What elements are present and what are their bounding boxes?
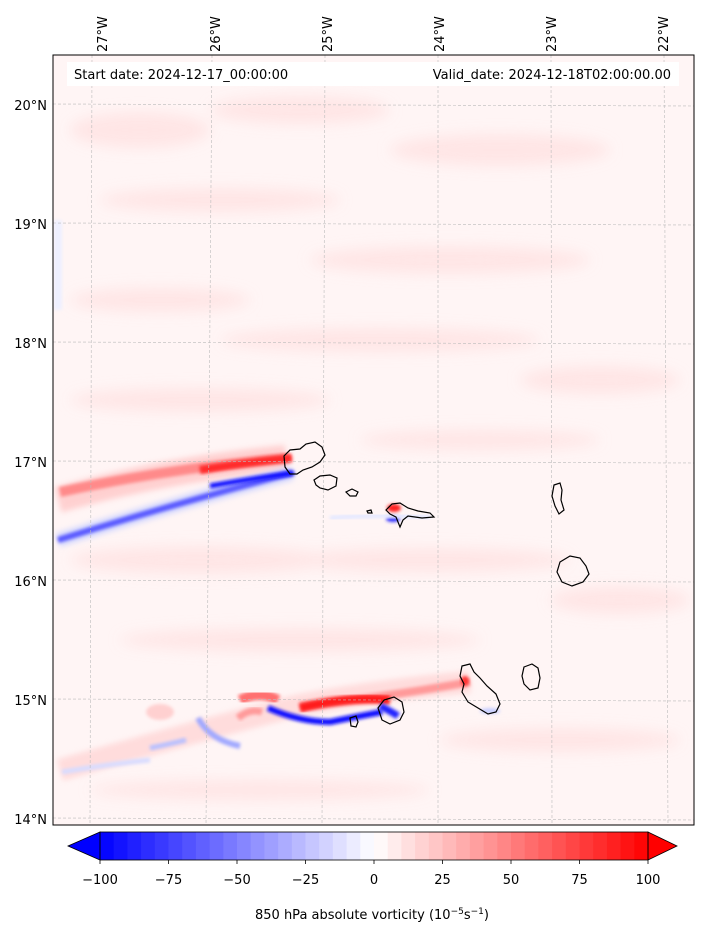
colorbar-cell [264, 832, 279, 860]
colorbar-cell [538, 832, 553, 860]
lon-label: 23°W [545, 16, 560, 52]
colorbar-cell [387, 832, 402, 860]
colorbar-cell [415, 832, 430, 860]
colorbar-cell [497, 832, 512, 860]
island-santa-luzia [344, 488, 359, 497]
colorbar-tick-label: 50 [503, 873, 520, 888]
island-brava [349, 715, 359, 728]
colorbar-cell [278, 832, 293, 860]
colorbar-cell [620, 832, 635, 860]
colorbar-cell [141, 832, 156, 860]
colorbar-cell [182, 832, 197, 860]
lon-label: 22°W [657, 16, 672, 52]
lon-label: 24°W [433, 16, 448, 52]
colorbar-cells [100, 832, 649, 860]
map-panel: Start date: 2024-12-17_00:00:00 Valid_da… [14, 16, 695, 828]
colorbar-cell [223, 832, 238, 860]
info-banner [67, 62, 679, 86]
colorbar-cell [250, 832, 265, 860]
coastlines [283, 441, 590, 728]
colorbar-cell [593, 832, 608, 860]
colorbar-cell [237, 832, 252, 860]
island-boa-vista [556, 555, 590, 587]
colorbar-cell [552, 832, 567, 860]
lat-label: 17°N [14, 456, 47, 471]
start-date-label: Start date: 2024-12-17_00:00:00 [74, 68, 288, 83]
colorbar-cell [305, 832, 320, 860]
colorbar-cell [428, 832, 444, 860]
lat-label: 18°N [14, 337, 47, 352]
colorbar-cell [634, 832, 649, 860]
colorbar-tick-label: 100 [636, 873, 661, 888]
lat-label: 14°N [14, 813, 47, 828]
colorbar-cell [319, 832, 334, 860]
colorbar-cell [511, 832, 526, 860]
island-maio [521, 663, 541, 691]
lat-label: 19°N [14, 218, 47, 233]
lon-label: 26°W [209, 16, 224, 52]
colorbar-cell [154, 832, 170, 860]
island-branco [366, 509, 373, 514]
colorbar-cell [483, 832, 498, 860]
colorbar-tick-label: −75 [155, 873, 182, 888]
colorbar-tick-label: −100 [82, 873, 118, 888]
colorbar-extend-high [647, 831, 678, 861]
colorbar-cell [346, 832, 361, 860]
colorbar-cell [456, 832, 471, 860]
lat-label: 15°N [14, 694, 47, 709]
valid-date-label: Valid_date: 2024-12-18T02:00:00.00 [433, 68, 671, 83]
vorticity-field [54, 96, 690, 800]
colorbar-cell [565, 832, 581, 860]
colorbar-cell [291, 832, 307, 860]
lon-label: 27°W [96, 16, 111, 52]
colorbar-cell [168, 832, 183, 860]
latitude-labels: 20°N 19°N 18°N 17°N 16°N 15°N 14°N [14, 99, 47, 828]
island-sao-vicente [313, 474, 338, 491]
colorbar-tick-label: 25 [434, 873, 451, 888]
island-sal [551, 482, 565, 515]
colorbar-cell [579, 832, 594, 860]
graticule [53, 55, 694, 825]
colorbar: −100 −75 −50 −25 0 25 50 75 100 850 hPa absolute… [67, 831, 678, 923]
colorbar-cell [606, 832, 622, 860]
island-sao-nicolau [385, 502, 436, 529]
colorbar-cell [360, 832, 375, 860]
colorbar-cell [469, 832, 485, 860]
lon-label: 25°W [321, 16, 336, 52]
colorbar-cell [442, 832, 457, 860]
colorbar-cell [524, 832, 539, 860]
colorbar-cell [113, 832, 128, 860]
colorbar-label: 850 hPa absolute vorticity (10−5s−1) [255, 907, 489, 923]
colorbar-cell [332, 832, 348, 860]
colorbar-ticks: −100 −75 −50 −25 0 25 50 75 100 [82, 860, 660, 888]
lat-label: 16°N [14, 575, 47, 590]
colorbar-extend-low [67, 831, 101, 861]
colorbar-tick-label: −50 [223, 873, 250, 888]
colorbar-tick-label: 0 [370, 873, 378, 888]
colorbar-cell [209, 832, 224, 860]
colorbar-cell [100, 832, 115, 860]
longitude-labels: 27°W 26°W 25°W 24°W 23°W 22°W [96, 16, 672, 52]
map-frame [52, 54, 695, 826]
lat-label: 20°N [14, 99, 47, 114]
colorbar-cell [374, 832, 389, 860]
colorbar-tick-label: −25 [292, 873, 319, 888]
colorbar-cell [195, 832, 211, 860]
colorbar-cell [401, 832, 416, 860]
island-santo-antao [283, 441, 326, 475]
island-fogo [377, 696, 405, 725]
island-santiago [459, 663, 501, 715]
colorbar-cell [127, 832, 142, 860]
colorbar-tick-label: 75 [571, 873, 588, 888]
